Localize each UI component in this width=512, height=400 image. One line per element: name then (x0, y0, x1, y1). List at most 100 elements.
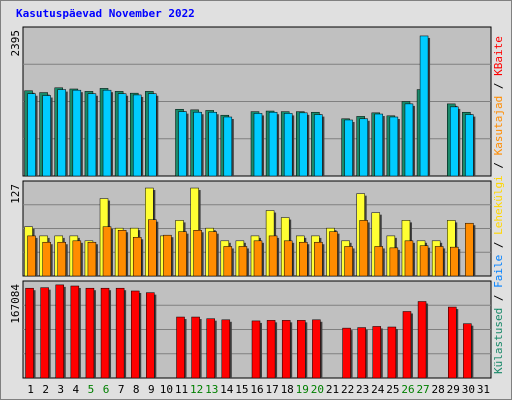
series-kbaite (25, 284, 474, 379)
bar-faile-25 (389, 116, 399, 177)
bar-kbaite-23 (357, 327, 366, 379)
legend-separator: / (492, 288, 505, 308)
x-tick-label-21: 21 (326, 383, 339, 396)
x-tick-label-7: 7 (118, 383, 125, 396)
bar-kbaite-19 (297, 320, 306, 379)
y-tick-label-bottom: 167084 (9, 284, 22, 324)
bar-kasutajad-5 (87, 241, 97, 277)
bar-kasutajad-4 (72, 240, 82, 277)
bar-kasutajad-28 (434, 246, 444, 277)
bar-kbaite-7 (115, 287, 125, 379)
bar-faile-29 (450, 106, 459, 177)
x-tick-label-4: 4 (73, 383, 80, 396)
x-axis-ticks: 1 2 3 4 5 6 7 8 9 10 11 12 13 14 15 16 17 18 19 20 21 22 23 24 2… (27, 383, 490, 396)
panel-top: 2395 (9, 26, 492, 177)
bar-kasutajad-27 (419, 245, 429, 277)
bar-kasutajad-14 (223, 246, 233, 277)
legend-item-kbaite: KBaite (492, 36, 505, 76)
bar-kasutajad-10 (163, 234, 172, 277)
bar-kbaite-14 (221, 319, 231, 379)
x-tick-label-6: 6 (103, 383, 110, 396)
bar-kasutajad-11 (178, 231, 187, 277)
bar-faile-14 (223, 116, 233, 177)
bar-kbaite-5 (85, 287, 95, 379)
bar-kbaite-18 (281, 320, 291, 379)
bar-kbaite-8 (130, 290, 140, 379)
x-tick-label-30: 30 (462, 383, 475, 396)
bar-faile-22 (344, 119, 353, 177)
chart-title: Kasutuspäevad November 2022 (16, 7, 195, 20)
bar-faile-18 (283, 113, 293, 177)
bar-kbaite-2 (40, 287, 49, 379)
bar-kasutajad-22 (344, 246, 353, 277)
bar-kasutajad-25 (389, 247, 399, 277)
bar-kbaite-22 (342, 327, 351, 379)
chart-panels: 2395 127 167084 (9, 26, 492, 379)
x-tick-label-31: 31 (477, 383, 490, 396)
bar-faile-8 (132, 94, 142, 177)
x-tick-label-8: 8 (133, 383, 140, 396)
bar-kasutajad-29 (450, 246, 459, 277)
x-tick-label-13: 13 (205, 383, 218, 396)
bar-kasutajad-26 (404, 240, 414, 277)
bar-faile-19 (299, 112, 308, 177)
x-tick-label-26: 26 (401, 383, 414, 396)
bar-kasutajad-23 (359, 220, 368, 277)
bar-faile-1 (27, 93, 36, 177)
bar-faile-6 (102, 89, 112, 177)
legend-text: Külastused / Faile / Lehekülgi / Kasutaj… (492, 36, 505, 374)
legend-item-faile: Faile (492, 255, 505, 288)
bar-faile-17 (268, 111, 278, 177)
bar-kasutajad-6 (102, 226, 112, 277)
bar-kasutajad-3 (57, 241, 66, 277)
bar-kbaite-6 (100, 287, 110, 379)
panel-middle: 127 (9, 180, 492, 277)
bar-kasutajad-20 (314, 241, 323, 277)
bar-faile-12 (193, 111, 202, 177)
legend-separator: / (492, 76, 505, 96)
bar-kasutajad-17 (268, 235, 278, 277)
bar-kbaite-25 (387, 326, 397, 379)
bar-kbaite-17 (266, 320, 276, 379)
bar-faile-20 (314, 114, 323, 177)
bar-faile-5 (87, 93, 97, 177)
bar-kbaite-29 (448, 306, 457, 379)
legend-item-külastused: Külastused (492, 308, 505, 374)
x-tick-label-9: 9 (148, 383, 155, 396)
bar-kbaite-16 (251, 320, 261, 379)
y-tick-label-middle: 127 (9, 184, 22, 204)
bar-kasutajad-19 (299, 241, 308, 277)
x-tick-label-25: 25 (386, 383, 399, 396)
x-tick-label-22: 22 (341, 383, 354, 396)
bar-kasutajad-2 (42, 241, 51, 277)
bar-kbaite-11 (176, 316, 185, 379)
bar-kbaite-27 (417, 301, 427, 379)
bar-kasutajad-16 (253, 240, 263, 277)
legend: Külastused / Faile / Lehekülgi / Kasutaj… (492, 36, 505, 374)
bar-kasutajad-9 (148, 219, 157, 277)
x-tick-label-27: 27 (416, 383, 429, 396)
x-tick-label-28: 28 (432, 383, 445, 396)
bar-kbaite-3 (55, 284, 64, 379)
bar-kasutajad-13 (208, 231, 217, 277)
bar-faile-24 (374, 113, 384, 177)
bar-faile-16 (253, 113, 263, 177)
x-tick-label-20: 20 (311, 383, 324, 396)
bar-kbaite-30 (463, 323, 472, 379)
series-faile (27, 35, 476, 177)
bar-kbaite-13 (206, 318, 215, 379)
bar-kbaite-4 (70, 285, 80, 379)
bar-faile-3 (57, 89, 66, 177)
x-tick-label-10: 10 (160, 383, 173, 396)
bar-kbaite-24 (372, 326, 382, 379)
bar-kbaite-20 (312, 319, 321, 379)
x-tick-label-1: 1 (27, 383, 34, 396)
bar-kasutajad-1 (27, 235, 36, 277)
bar-kasutajad-21 (329, 231, 338, 277)
x-tick-label-17: 17 (265, 383, 278, 396)
bar-kbaite-9 (146, 292, 155, 379)
x-tick-label-5: 5 (88, 383, 95, 396)
bar-faile-2 (42, 95, 51, 177)
bar-kasutajad-8 (132, 237, 142, 277)
